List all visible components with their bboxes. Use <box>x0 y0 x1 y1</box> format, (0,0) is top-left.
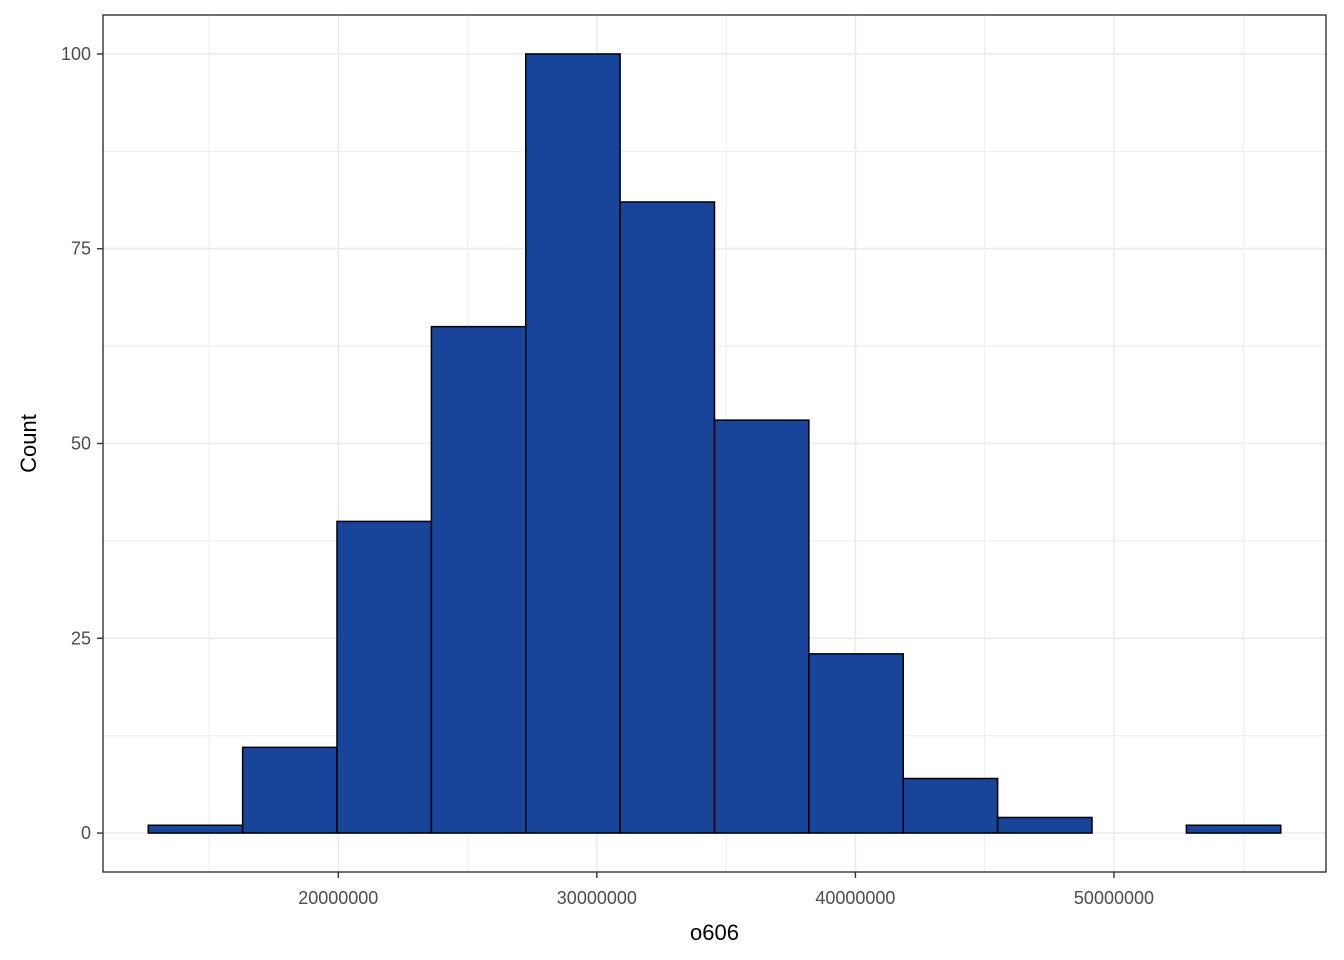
y-tick-label: 25 <box>71 628 91 648</box>
histogram-bar <box>902 777 999 834</box>
y-tick-label: 50 <box>71 434 91 454</box>
tick-labels: 20000000 30000000 40000000 50000000 0 25 50 75 1… <box>61 44 1154 908</box>
histogram-bar <box>336 520 433 834</box>
histogram-bar <box>1185 824 1282 834</box>
y-axis-title: Count <box>16 414 41 473</box>
histogram-bar <box>241 746 338 834</box>
x-axis-title: o606 <box>690 920 739 945</box>
axis-ticks <box>97 53 1115 878</box>
histogram-bar <box>808 653 905 834</box>
y-tick-label: 0 <box>81 823 91 843</box>
x-tick-label: 40000000 <box>815 888 895 908</box>
histogram-bar <box>147 824 244 834</box>
histogram-bars <box>147 53 1282 834</box>
histogram-bar <box>430 325 527 834</box>
histogram-bar <box>996 816 1093 834</box>
histogram-bar <box>713 419 810 834</box>
y-tick-label: 75 <box>71 239 91 259</box>
histogram-bar <box>619 201 716 834</box>
y-tick-label: 100 <box>61 44 91 64</box>
x-tick-label: 20000000 <box>298 888 378 908</box>
x-tick-label: 30000000 <box>557 888 637 908</box>
histogram-bar <box>524 53 621 834</box>
x-tick-label: 50000000 <box>1074 888 1154 908</box>
